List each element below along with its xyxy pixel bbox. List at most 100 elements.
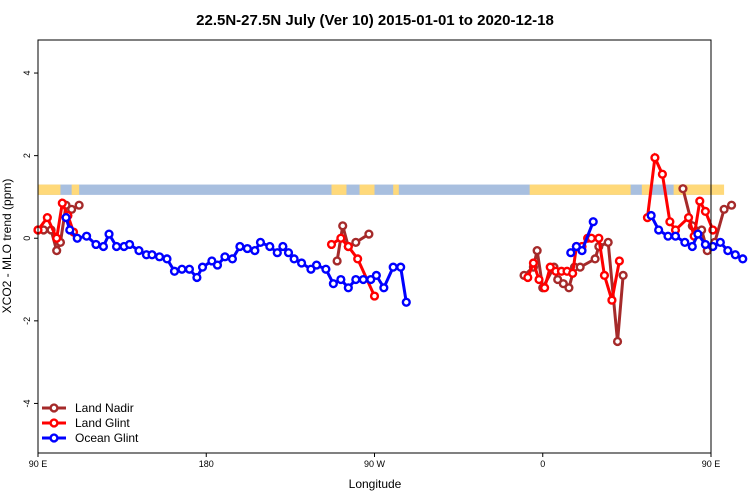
land-glint-point xyxy=(523,272,533,283)
land-glint-point xyxy=(665,217,675,227)
y-axis: -4 -2 0 2 4 xyxy=(22,71,38,407)
ocean-glint-point xyxy=(687,241,697,252)
ocean-glint-point xyxy=(371,270,381,281)
ocean-glint-point xyxy=(220,252,230,262)
land-nadir-point xyxy=(338,221,348,231)
ocean-glint-point xyxy=(358,274,368,285)
ocean-glint-point xyxy=(306,264,316,274)
land-strip xyxy=(641,184,652,195)
land-sea-band xyxy=(38,184,725,195)
ocean-glint-point xyxy=(61,212,71,223)
ocean-glint-point xyxy=(147,250,157,260)
ocean-glint-point xyxy=(388,262,398,272)
land-glint-point xyxy=(42,212,52,223)
ocean-glint-point xyxy=(235,241,245,252)
land-glint-point xyxy=(534,274,544,285)
land-strip xyxy=(673,184,725,195)
ocean-glint-point xyxy=(670,231,681,241)
x-tick-label: 90 E xyxy=(29,459,48,469)
ocean-glint-point xyxy=(91,239,101,250)
ocean-glint-point xyxy=(401,297,411,307)
land-strip xyxy=(529,184,631,195)
ocean-glint-point xyxy=(82,231,92,241)
land-nadir-point xyxy=(553,274,563,285)
ocean-glint-point xyxy=(154,252,165,262)
ocean-glint-point xyxy=(212,260,223,270)
land-glint-point xyxy=(599,270,610,281)
ocean-glint-point xyxy=(730,250,740,260)
ocean-glint-point xyxy=(708,241,718,252)
legend-marker-land-glint xyxy=(49,418,59,428)
land-strip xyxy=(38,184,61,195)
land-nadir-point xyxy=(74,200,84,210)
ocean-glint-point xyxy=(577,246,587,256)
series-land-glint xyxy=(33,152,718,305)
land-nadir-point xyxy=(618,270,628,281)
land-nadir-point xyxy=(52,246,62,256)
legend-label-land-nadir: Land Nadir xyxy=(75,401,134,415)
ocean-glint-point xyxy=(250,246,260,256)
ocean-glint-point xyxy=(351,274,361,285)
legend-marker-land-nadir xyxy=(49,403,59,413)
land-nadir-point xyxy=(364,229,374,239)
y-tick-label: 2 xyxy=(22,153,32,158)
ocean-glint-point xyxy=(289,254,299,264)
ocean-glint-point xyxy=(336,274,346,285)
ocean-glint-point xyxy=(396,262,406,272)
ocean-glint-point xyxy=(265,241,275,252)
chart-title: 22.5N-27.5N July (Ver 10) 2015-01-01 to … xyxy=(196,12,554,29)
land-glint-point xyxy=(708,225,718,235)
land-nadir-point xyxy=(532,246,542,256)
ocean-glint-point xyxy=(328,279,338,289)
land-nadir-point xyxy=(603,237,613,247)
land-glint-point xyxy=(52,233,62,243)
ocean-glint-point xyxy=(311,260,322,270)
x-tick-label: 0 xyxy=(540,459,545,469)
ocean-glint-point xyxy=(654,225,664,235)
ocean-glint-point xyxy=(588,217,598,227)
y-axis-label: XCO2 - MLO trend (ppm) xyxy=(0,179,14,314)
ocean-glint-point xyxy=(98,241,109,252)
legend-label-land-glint: Land Glint xyxy=(75,416,130,430)
legend-marker-ocean-glint xyxy=(49,433,59,443)
x-tick-label: 90 W xyxy=(364,459,386,469)
x-axis: 90 E 180 90 W 0 90 E xyxy=(29,453,721,469)
ocean-glint-point xyxy=(738,254,748,264)
land-glint-point xyxy=(326,239,337,250)
ocean-glint-point xyxy=(111,241,122,252)
land-nadir-point xyxy=(678,184,688,194)
ocean-glint-point xyxy=(700,239,710,250)
land-glint-point xyxy=(568,268,578,278)
land-nadir-point xyxy=(351,237,361,247)
series-ocean-glint xyxy=(61,210,748,307)
ocean-glint-point xyxy=(571,241,582,252)
land-glint-point xyxy=(353,254,363,264)
y-tick-label: 4 xyxy=(22,71,32,76)
ocean-glint-point xyxy=(207,256,217,266)
land-nadir-point xyxy=(590,254,600,264)
ocean-glint-point xyxy=(125,239,135,250)
x-tick-label: 90 E xyxy=(702,459,721,469)
ocean-glint-point xyxy=(192,272,202,283)
ocean-glint-point xyxy=(566,248,576,258)
ocean-glint-point xyxy=(296,258,307,268)
land-strip xyxy=(359,184,375,195)
land-glint-point xyxy=(594,233,604,243)
y-tick-label: -2 xyxy=(22,317,32,325)
ocean-glint-point xyxy=(65,225,75,235)
ocean-glint-point xyxy=(723,246,733,256)
y-tick-label: 0 xyxy=(22,236,32,241)
land-strip xyxy=(71,184,80,195)
land-glint-point xyxy=(700,206,710,216)
land-glint-point xyxy=(57,198,67,208)
ocean-glint-point xyxy=(104,229,114,239)
land-glint-point xyxy=(614,256,624,266)
series-land-nadir xyxy=(33,184,737,347)
x-axis-label: Longitude xyxy=(349,477,402,491)
land-glint-point xyxy=(528,258,539,268)
ocean-glint-point xyxy=(646,210,656,221)
land-glint-point xyxy=(343,241,353,252)
ocean-glint-point xyxy=(197,262,208,272)
